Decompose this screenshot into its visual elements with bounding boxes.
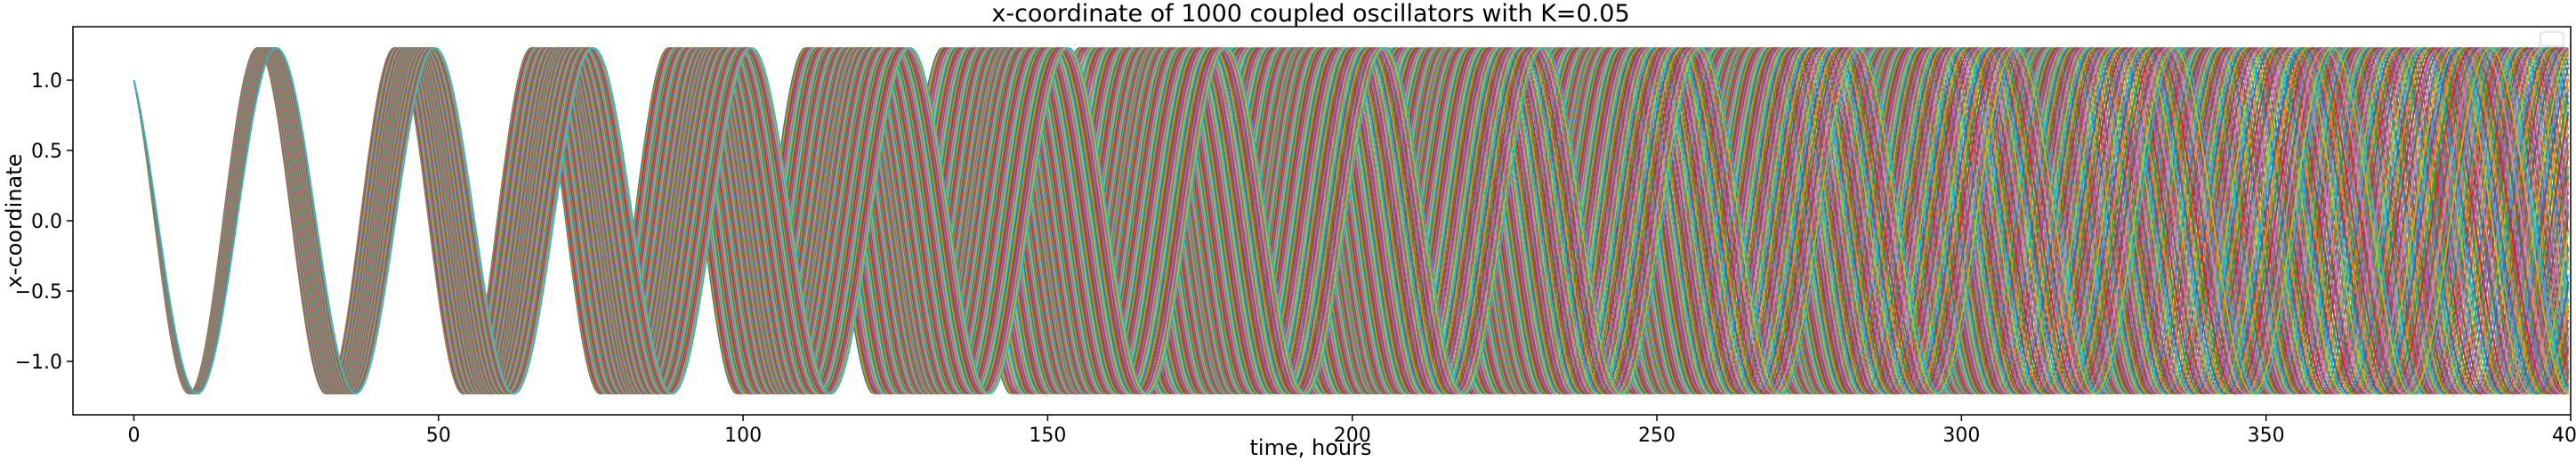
x-tick-label: 300 bbox=[1942, 425, 1980, 447]
plot-area bbox=[133, 46, 2570, 395]
x-tick-label: 0 bbox=[127, 425, 140, 447]
y-axis: −1.0 −0.5 0.0 0.5 1.0 bbox=[15, 70, 73, 374]
y-tick-label: −1.0 bbox=[15, 352, 62, 374]
x-tick-label: 350 bbox=[2248, 425, 2285, 447]
y-tick-label: −0.5 bbox=[15, 281, 62, 304]
x-tick-label: 400 bbox=[2552, 425, 2576, 447]
y-tick-label: 0.5 bbox=[31, 141, 62, 163]
legend-box bbox=[2540, 31, 2564, 47]
x-tick-label: 50 bbox=[426, 425, 451, 447]
x-tick-label: 200 bbox=[1334, 425, 1371, 447]
oscillator-line bbox=[133, 46, 2569, 395]
x-tick-label: 250 bbox=[1638, 425, 1676, 447]
y-axis-label: x-coordinate bbox=[2, 154, 27, 288]
x-tick-label: 100 bbox=[724, 425, 762, 447]
x-axis-label: time, hours bbox=[1250, 435, 1372, 460]
y-tick-label: 1.0 bbox=[31, 70, 62, 93]
chart-title: x-coordinate of 1000 coupled oscillators… bbox=[991, 0, 1629, 28]
y-tick-label: 0.0 bbox=[31, 211, 62, 233]
x-tick-label: 150 bbox=[1029, 425, 1066, 447]
x-axis: 0 50 100 150 200 250 300 350 400 bbox=[127, 415, 2576, 447]
